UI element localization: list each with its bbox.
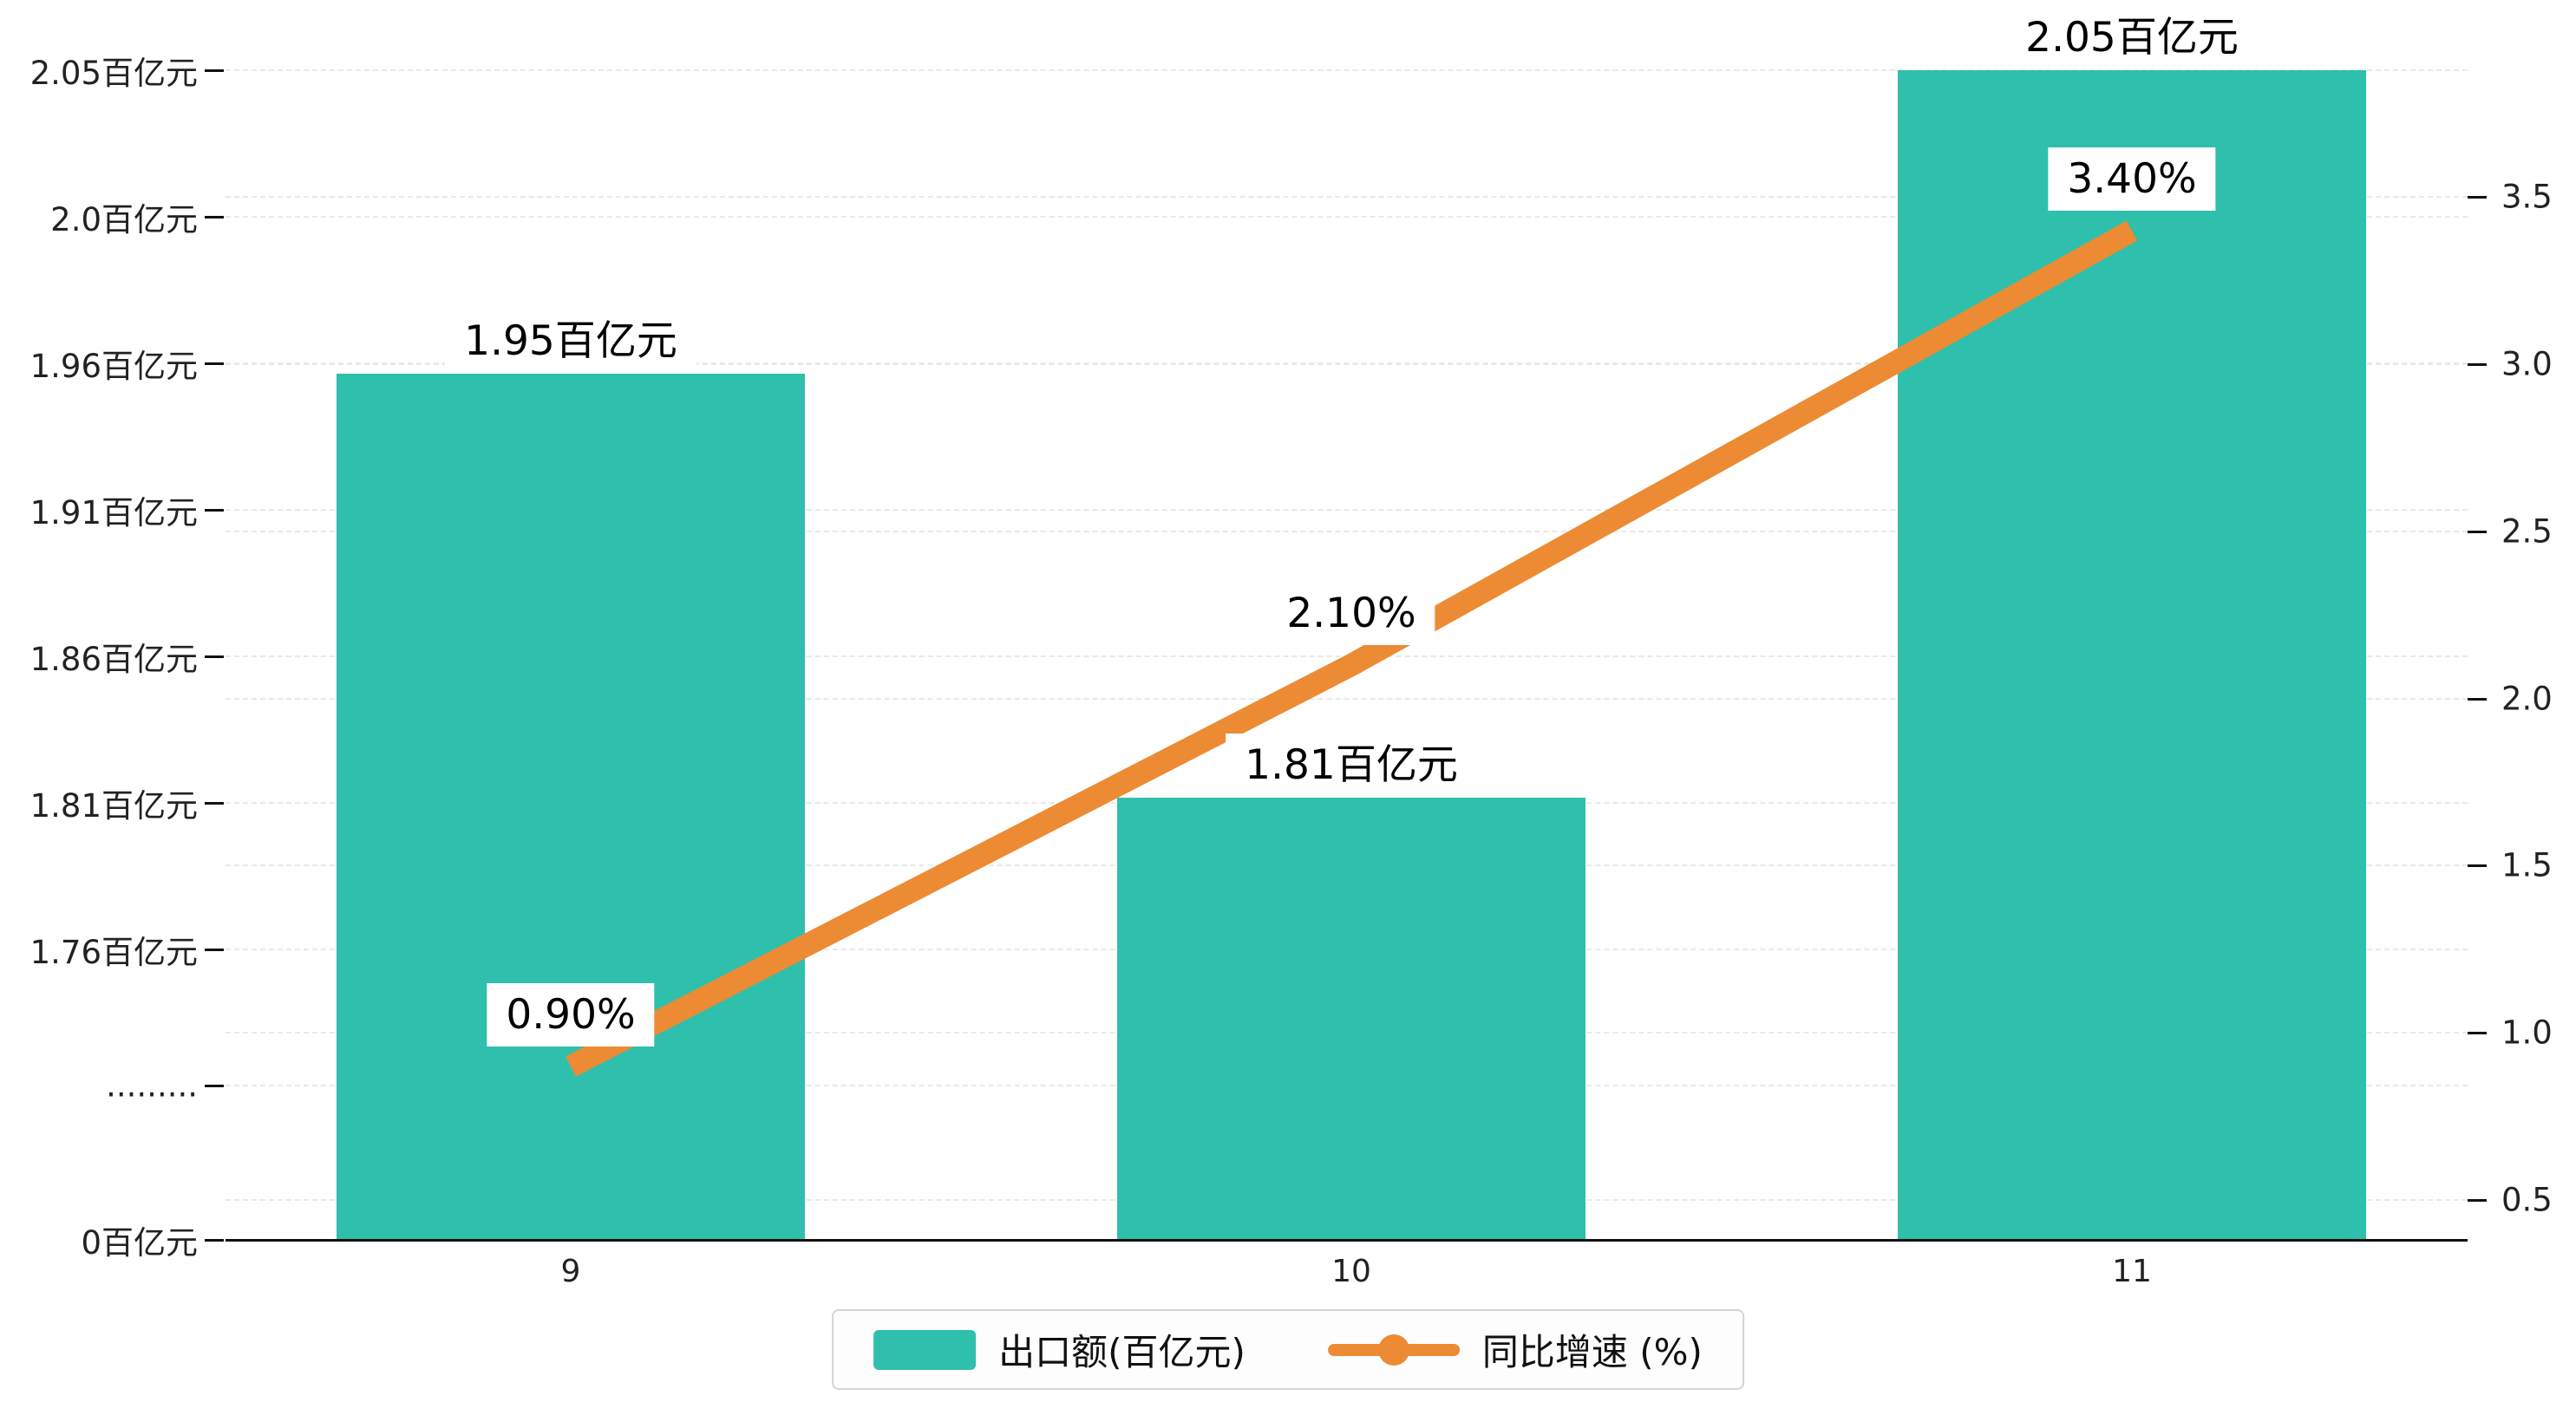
right-axis-tick-label: 1.5: [2501, 846, 2553, 884]
x-axis-line: [226, 1239, 2468, 1242]
left-axis-tick-mark: [205, 1239, 224, 1242]
right-axis-tick-mark: [2468, 1199, 2487, 1202]
right-axis-tick-mark: [2468, 196, 2487, 199]
x-axis-label: 10: [1331, 1254, 1371, 1289]
left-axis-tick-label: 2.05百亿元: [29, 55, 198, 92]
bar-value-label: 1.81百亿元: [1226, 734, 1477, 798]
left-axis-tick-label: 1.96百亿元: [29, 348, 198, 385]
right-axis-tick-label: 2.5: [2501, 512, 2553, 551]
legend: 出口额(百亿元) 同比增速 (%): [832, 1309, 1744, 1390]
gridline: [226, 69, 2468, 71]
bar-export: [337, 374, 805, 1240]
bar-value-label: 1.95百亿元: [445, 310, 696, 374]
left-axis-tick-mark: [205, 655, 224, 658]
left-axis-tick-mark: [205, 949, 224, 951]
x-axis-label: 9: [560, 1254, 581, 1289]
line-series-swatch: [1327, 1333, 1460, 1366]
gridline: [226, 509, 2468, 511]
gridline: [226, 216, 2468, 218]
x-axis-label: 11: [2112, 1254, 2152, 1289]
left-axis-tick-label: 1.76百亿元: [29, 934, 198, 971]
left-axis-tick-label: 0百亿元: [81, 1224, 198, 1262]
bar-export: [1898, 70, 2366, 1240]
gridline: [226, 531, 2468, 532]
left-axis-tick-mark: [205, 69, 224, 72]
right-axis-tick-label: 3.5: [2501, 178, 2553, 216]
right-axis-tick-label: 1.0: [2501, 1014, 2553, 1052]
right-axis-tick-mark: [2468, 1032, 2487, 1035]
legend-item-export: 出口额(百亿元): [873, 1323, 1246, 1376]
left-axis-tick-label: .........: [106, 1066, 198, 1105]
gridline: [226, 363, 2468, 365]
right-axis-tick-mark: [2468, 362, 2487, 366]
gridline: [226, 196, 2468, 198]
line-series-marker-icon: [1377, 1333, 1409, 1366]
right-axis-tick-label: 3.0: [2501, 345, 2553, 383]
legend-item-growth: 同比增速 (%): [1327, 1323, 1703, 1376]
bar-export: [1117, 798, 1585, 1240]
left-axis-tick-label: 1.91百亿元: [29, 494, 198, 531]
right-axis-tick-label: 2.0: [2501, 680, 2553, 717]
left-axis-tick-mark: [205, 362, 224, 365]
right-axis-tick-label: 0.5: [2501, 1181, 2553, 1219]
left-axis-tick-label: 2.0百亿元: [50, 201, 198, 238]
bar-series-swatch: [873, 1329, 977, 1370]
left-axis-tick-label: 1.81百亿元: [29, 787, 198, 825]
gridline: [226, 698, 2468, 700]
line-value-label: 3.40%: [2048, 147, 2216, 212]
bar-value-label: 2.05百亿元: [2006, 6, 2258, 70]
line-value-label: 2.10%: [1267, 582, 1435, 646]
right-axis-tick-mark: [2468, 864, 2487, 868]
legend-label-export: 出口额(百亿元): [998, 1331, 1246, 1373]
left-axis-tick-mark: [205, 509, 224, 512]
left-axis-tick-mark: [205, 216, 224, 218]
right-axis-tick-mark: [2468, 697, 2487, 701]
right-axis-tick-mark: [2468, 530, 2487, 533]
legend-label-growth: 同比增速 (%): [1481, 1331, 1703, 1373]
left-axis-tick-label: 1.86百亿元: [29, 641, 198, 678]
left-axis-tick-mark: [205, 1085, 224, 1087]
line-value-label: 0.90%: [487, 983, 655, 1047]
left-axis-tick-mark: [205, 802, 224, 805]
